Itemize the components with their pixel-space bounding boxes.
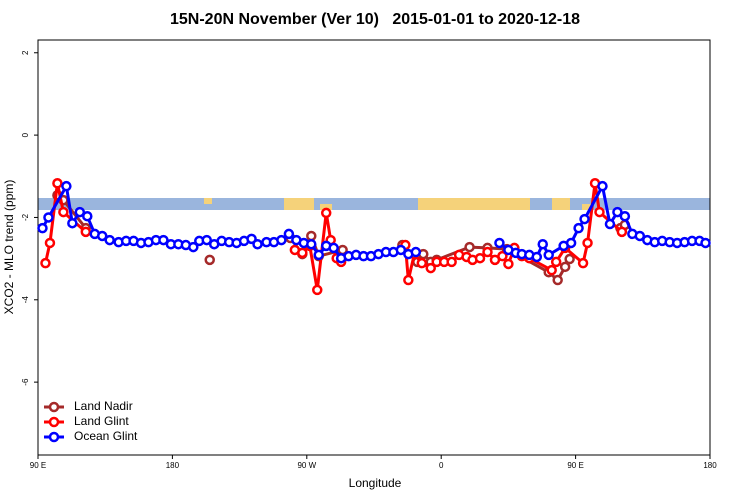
data-point bbox=[61, 180, 72, 192]
x-tick-label: 90 E bbox=[567, 461, 583, 470]
y-tick-label: -2 bbox=[21, 213, 30, 221]
data-point bbox=[503, 258, 514, 270]
legend-label: Ocean Glint bbox=[74, 429, 138, 443]
data-point bbox=[616, 226, 628, 238]
data-point bbox=[597, 180, 608, 192]
data-point bbox=[80, 226, 92, 238]
data-point bbox=[494, 237, 505, 249]
data-point bbox=[446, 256, 457, 268]
series bbox=[40, 178, 628, 296]
data-point bbox=[67, 217, 78, 229]
data-point bbox=[497, 250, 508, 262]
ocean-strip bbox=[38, 198, 710, 210]
y-tick-label: 2 bbox=[21, 50, 30, 55]
data-point bbox=[565, 237, 577, 249]
data-point bbox=[634, 230, 646, 242]
x-tick-label: 180 bbox=[166, 461, 180, 470]
data-point bbox=[43, 212, 54, 223]
legend-label: Land Glint bbox=[74, 414, 129, 428]
data-point bbox=[104, 234, 115, 246]
data-point bbox=[546, 264, 557, 276]
data-point bbox=[276, 234, 287, 246]
y-axis-title: XCO2 - MLO trend (ppm) bbox=[2, 180, 16, 315]
legend-label: Land Nadir bbox=[74, 399, 133, 413]
data-point bbox=[306, 230, 317, 242]
data-point bbox=[573, 222, 584, 234]
data-point bbox=[312, 284, 323, 296]
legend-marker bbox=[48, 431, 60, 443]
chart-title: 15N-20N November (Ver 10) 2015-01-01 to … bbox=[170, 11, 580, 28]
data-point bbox=[700, 237, 711, 249]
series bbox=[37, 180, 711, 264]
data-point bbox=[252, 238, 263, 250]
data-point bbox=[158, 234, 169, 246]
data-point bbox=[594, 206, 605, 218]
data-point bbox=[410, 246, 422, 258]
data-point bbox=[579, 213, 590, 225]
data-point bbox=[559, 261, 571, 273]
data-point bbox=[40, 257, 51, 269]
data-point bbox=[204, 254, 215, 266]
land-strip bbox=[284, 198, 314, 210]
land-strip bbox=[320, 204, 332, 210]
data-point bbox=[474, 252, 486, 264]
data-point bbox=[604, 218, 616, 230]
data-point bbox=[619, 210, 631, 222]
plot-frame bbox=[37, 39, 711, 456]
data-point bbox=[44, 237, 56, 249]
land-strip bbox=[204, 198, 212, 204]
data-point bbox=[52, 178, 63, 189]
data-point bbox=[537, 238, 548, 250]
land-ocean-strip bbox=[38, 198, 710, 210]
y-tick-label: 0 bbox=[21, 132, 30, 137]
data-point bbox=[403, 274, 414, 286]
data-point bbox=[313, 249, 324, 261]
x-tick-label: 90 W bbox=[297, 461, 316, 470]
legend-marker bbox=[48, 416, 60, 428]
x-tick-label: 180 bbox=[703, 461, 717, 470]
y-tick-label: -6 bbox=[21, 378, 30, 386]
data-point bbox=[320, 207, 332, 219]
y-tick-label: -4 bbox=[21, 296, 30, 304]
data-point bbox=[37, 222, 48, 234]
land-strip bbox=[552, 198, 570, 210]
land-strip bbox=[418, 198, 530, 210]
data-point bbox=[564, 253, 575, 265]
data-point bbox=[464, 241, 475, 253]
data-point bbox=[543, 249, 554, 261]
data-point bbox=[550, 256, 562, 268]
data-point bbox=[96, 230, 108, 242]
data-point bbox=[74, 206, 86, 218]
data-point bbox=[283, 228, 295, 240]
data-point bbox=[425, 262, 436, 274]
x-tick-label: 0 bbox=[439, 461, 444, 470]
data-point bbox=[482, 246, 493, 258]
data-point bbox=[58, 206, 69, 218]
data-point bbox=[201, 234, 212, 246]
land-strip bbox=[582, 204, 592, 210]
data-point bbox=[328, 242, 339, 254]
data-point bbox=[582, 237, 593, 249]
data-point bbox=[416, 257, 428, 269]
data-point bbox=[395, 244, 407, 256]
data-point bbox=[552, 274, 563, 286]
legend-marker bbox=[48, 401, 60, 413]
x-axis-title: Longitude bbox=[349, 476, 402, 490]
data-point bbox=[531, 251, 543, 263]
data-point bbox=[577, 257, 589, 269]
data-point bbox=[306, 238, 317, 250]
data-point bbox=[82, 210, 93, 222]
data-point bbox=[188, 241, 199, 253]
data-point bbox=[297, 247, 308, 259]
data-point bbox=[612, 206, 623, 218]
x-tick-label: 90 E bbox=[30, 461, 46, 470]
